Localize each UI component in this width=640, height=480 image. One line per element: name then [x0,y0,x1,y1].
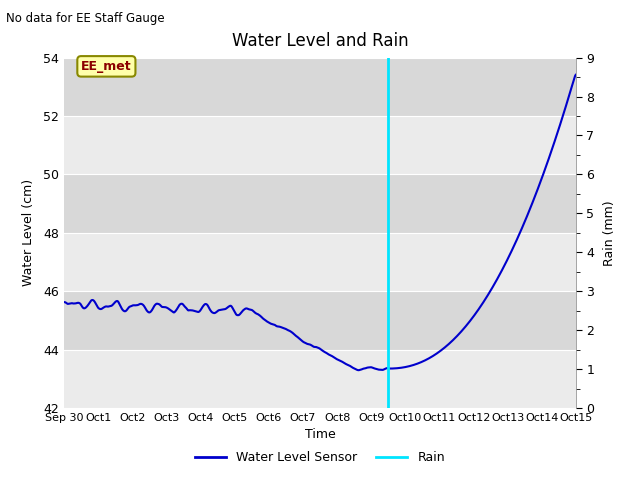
Bar [64,174,576,233]
Y-axis label: Water Level (cm): Water Level (cm) [22,179,35,287]
Legend: Water Level Sensor, Rain: Water Level Sensor, Rain [190,446,450,469]
Bar [64,58,576,116]
Title: Water Level and Rain: Water Level and Rain [232,33,408,50]
Text: EE_met: EE_met [81,60,132,73]
X-axis label: Time: Time [305,429,335,442]
Bar [64,116,576,174]
Bar [64,233,576,291]
Bar [64,349,576,408]
Bar [64,291,576,349]
Text: No data for EE Staff Gauge: No data for EE Staff Gauge [6,12,165,25]
Y-axis label: Rain (mm): Rain (mm) [603,200,616,265]
